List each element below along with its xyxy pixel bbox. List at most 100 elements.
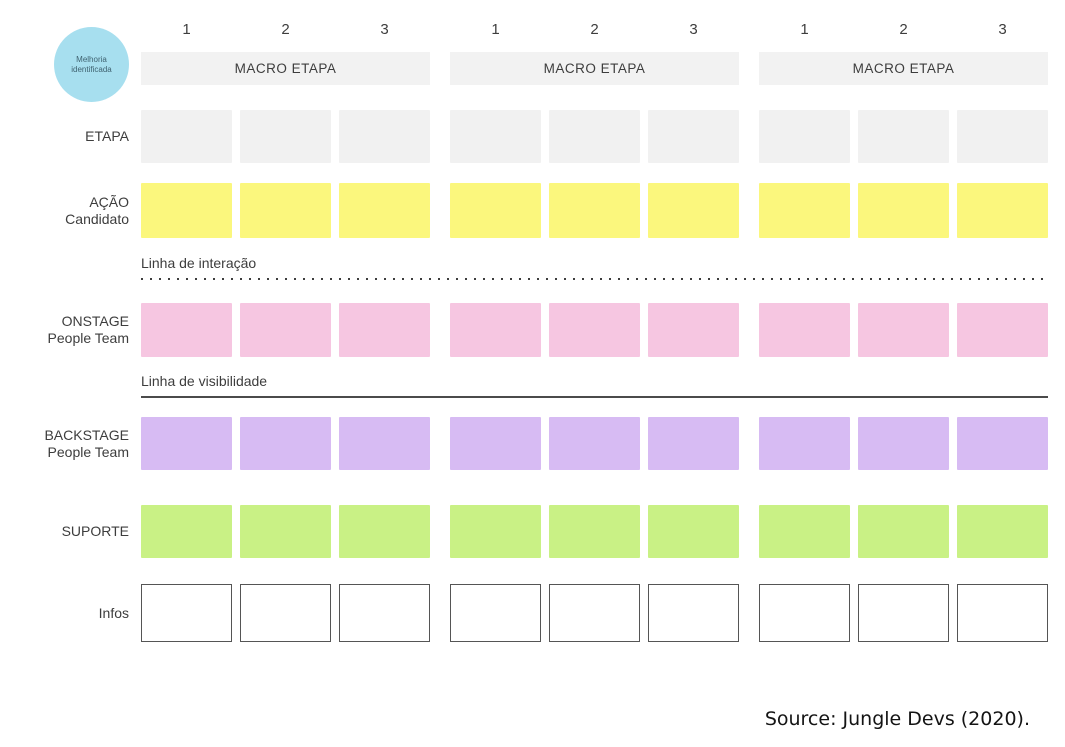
acao-cell	[858, 183, 949, 238]
column-number-group: 1 2 3	[759, 20, 1048, 40]
row-label-line: AÇÃO	[89, 193, 129, 210]
etapa-cell	[957, 110, 1048, 163]
acao-cell	[957, 183, 1048, 238]
backstage-cell	[648, 417, 739, 470]
column-number: 2	[590, 21, 599, 38]
suporte-cell	[339, 505, 430, 558]
column-numbers-row: 1 2 3 1 2 3 1 2 3	[0, 20, 1048, 40]
column-number: 3	[380, 21, 389, 38]
suporte-cell	[957, 505, 1048, 558]
etapa-row: ETAPA	[0, 110, 1048, 163]
infos-cell	[141, 584, 232, 642]
etapa-cell	[648, 110, 739, 163]
infos-cell	[957, 584, 1048, 642]
visibility-line-label: Linha de visibilidade	[141, 373, 268, 389]
etapa-cell	[759, 110, 850, 163]
backstage-row: BACKSTAGE People Team	[0, 417, 1048, 470]
infos-cell	[858, 584, 949, 642]
suporte-cell	[240, 505, 331, 558]
row-label-line: BACKSTAGE	[44, 426, 129, 443]
column-number: 1	[800, 21, 809, 38]
acao-cell	[339, 183, 430, 238]
row-label-line: People Team	[47, 330, 129, 346]
onstage-cell	[450, 303, 541, 357]
macro-etapa-row: MACRO ETAPA MACRO ETAPA MACRO ETAPA	[0, 52, 1048, 85]
suporte-row: SUPORTE	[0, 505, 1048, 558]
interaction-line-label: Linha de interação	[141, 255, 257, 271]
column-number: 3	[998, 21, 1007, 38]
macro-etapa-bar: MACRO ETAPA	[141, 52, 430, 85]
acao-cell	[648, 183, 739, 238]
onstage-cell	[648, 303, 739, 357]
onstage-cell	[858, 303, 949, 357]
infos-cell	[240, 584, 331, 642]
column-number: 1	[491, 21, 500, 38]
infos-cell	[450, 584, 541, 642]
suporte-cell	[648, 505, 739, 558]
suporte-cell	[141, 505, 232, 558]
row-label-line: ETAPA	[85, 128, 129, 144]
onstage-cell	[957, 303, 1048, 357]
infos-cell	[648, 584, 739, 642]
backstage-cell	[549, 417, 640, 470]
row-label-line: SUPORTE	[61, 523, 129, 539]
infos-cell	[759, 584, 850, 642]
backstage-cell	[240, 417, 331, 470]
interaction-line-separator: Linha de interação	[141, 255, 1048, 280]
infos-cell	[549, 584, 640, 642]
onstage-row: ONSTAGE People Team	[0, 303, 1048, 357]
suporte-cell	[759, 505, 850, 558]
onstage-cell	[240, 303, 331, 357]
etapa-cell	[339, 110, 430, 163]
suporte-cell	[450, 505, 541, 558]
infos-cell	[339, 584, 430, 642]
suporte-row-label: SUPORTE	[0, 505, 141, 558]
acao-row-label: AÇÃO Candidato	[0, 183, 141, 238]
column-number: 2	[281, 21, 290, 38]
acao-cell	[549, 183, 640, 238]
source-caption: Source: Jungle Devs (2020).	[764, 708, 1030, 730]
column-number: 3	[689, 21, 698, 38]
visibility-line-separator: Linha de visibilidade	[141, 373, 1048, 398]
etapa-cell	[858, 110, 949, 163]
badge-label-line1: Melhoria	[76, 54, 107, 64]
macro-row-spacer	[0, 52, 141, 85]
backstage-cell	[858, 417, 949, 470]
column-number: 2	[899, 21, 908, 38]
etapa-cell	[450, 110, 541, 163]
badge-label-line2: identificada	[71, 64, 112, 74]
etapa-cell	[549, 110, 640, 163]
onstage-cell	[549, 303, 640, 357]
acao-cell	[759, 183, 850, 238]
macro-etapa-bar: MACRO ETAPA	[450, 52, 739, 85]
etapa-cell	[240, 110, 331, 163]
suporte-cell	[858, 505, 949, 558]
etapa-row-label: ETAPA	[0, 110, 141, 163]
acao-cell	[450, 183, 541, 238]
acao-cell	[141, 183, 232, 238]
onstage-cell	[759, 303, 850, 357]
backstage-cell	[957, 417, 1048, 470]
column-number-group: 1 2 3	[450, 20, 739, 40]
row-label-line: Candidato	[65, 210, 129, 227]
backstage-cell	[759, 417, 850, 470]
infos-row-label: Infos	[0, 584, 141, 642]
acao-candidato-row: AÇÃO Candidato	[0, 183, 1048, 238]
macro-etapa-bar: MACRO ETAPA	[759, 52, 1048, 85]
suporte-cell	[549, 505, 640, 558]
column-number-group: 1 2 3	[141, 20, 430, 40]
row-label-line: People Team	[47, 443, 129, 460]
acao-cell	[240, 183, 331, 238]
row-label-line: Infos	[98, 604, 129, 621]
improvement-badge-circle: Melhoria identificada	[54, 27, 129, 102]
onstage-cell	[141, 303, 232, 357]
backstage-cell	[339, 417, 430, 470]
backstage-cell	[141, 417, 232, 470]
etapa-cell	[141, 110, 232, 163]
numbers-row-spacer	[0, 20, 141, 40]
column-number: 1	[182, 21, 191, 38]
infos-row: Infos	[0, 584, 1048, 642]
onstage-row-label: ONSTAGE People Team	[0, 303, 141, 357]
visibility-solid-line	[141, 396, 1048, 398]
